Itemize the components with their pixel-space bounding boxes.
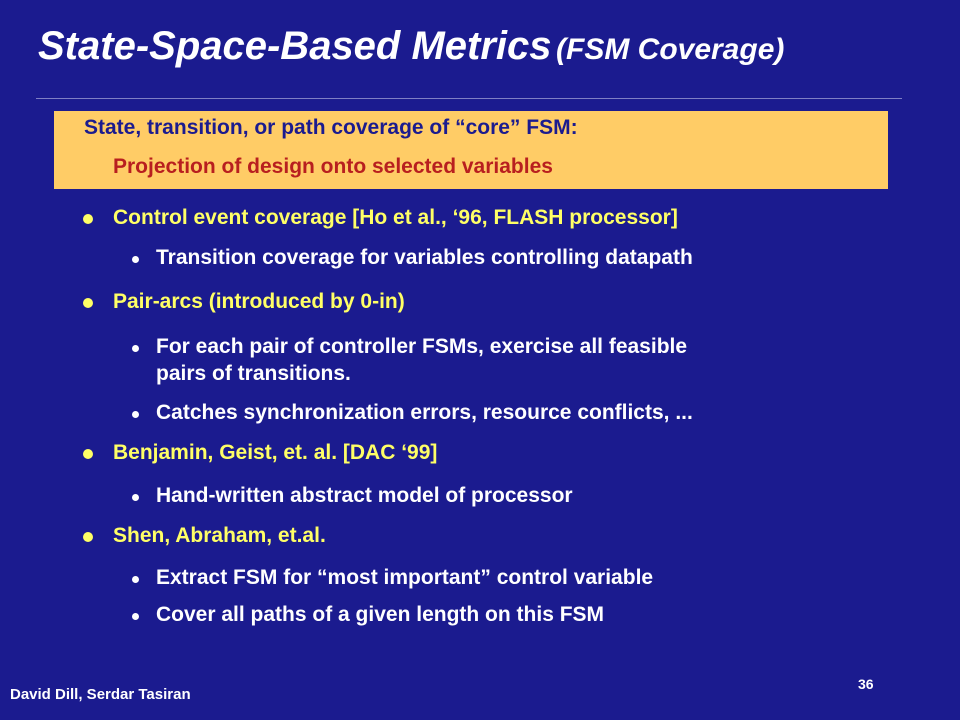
bullet-dot bbox=[132, 345, 139, 352]
bullet-pair-arcs: Pair-arcs (introduced by 0-in) bbox=[83, 289, 405, 315]
subbullet-abstract-model: Hand-written abstract model of processor bbox=[132, 483, 573, 509]
bullet-text: Extract FSM for “most important” control… bbox=[156, 566, 654, 589]
subbullet-transition-coverage: Transition coverage for variables contro… bbox=[132, 245, 693, 271]
bullet-text: Transition coverage for variables contro… bbox=[156, 246, 693, 269]
bullet-text: For each pair of controller FSMs, exerci… bbox=[156, 335, 688, 358]
subbullet-controller-fsms-cont: pairs of transitions. bbox=[156, 361, 351, 387]
title-divider bbox=[36, 98, 902, 99]
bullet-shen: Shen, Abraham, et.al. bbox=[83, 523, 326, 549]
highlight-line-1: State, transition, or path coverage of “… bbox=[84, 116, 578, 139]
bullet-text: Control event coverage [Ho et al., ‘96, … bbox=[113, 206, 678, 229]
subbullet-controller-fsms: For each pair of controller FSMs, exerci… bbox=[132, 334, 688, 360]
bullet-text: Benjamin, Geist, et. al. [DAC ‘99] bbox=[113, 441, 438, 464]
bullet-dot bbox=[132, 494, 139, 501]
bullet-text: Hand-written abstract model of processor bbox=[156, 484, 573, 507]
page-number: 36 bbox=[858, 676, 874, 692]
bullet-text: Cover all paths of a given length on thi… bbox=[156, 603, 605, 626]
highlight-box bbox=[54, 111, 888, 189]
bullet-dot bbox=[83, 449, 93, 459]
footer-author: David Dill, Serdar Tasiran bbox=[10, 686, 191, 703]
bullet-dot bbox=[132, 613, 139, 620]
subbullet-cover-paths: Cover all paths of a given length on thi… bbox=[132, 602, 605, 628]
bullet-dot bbox=[132, 576, 139, 583]
highlight-line-2: Projection of design onto selected varia… bbox=[113, 155, 553, 178]
bullet-dot bbox=[132, 256, 139, 263]
bullet-text: Catches synchronization errors, resource… bbox=[156, 401, 693, 424]
slide-title: State-Space-Based Metrics (FSM Coverage) bbox=[38, 24, 784, 69]
bullet-dot bbox=[83, 214, 93, 224]
bullet-dot bbox=[83, 532, 93, 542]
subbullet-sync-errors: Catches synchronization errors, resource… bbox=[132, 400, 693, 426]
bullet-dot bbox=[132, 411, 139, 418]
bullet-text: pairs of transitions. bbox=[156, 362, 351, 385]
title-subtitle: (FSM Coverage) bbox=[556, 33, 785, 66]
title-main: State-Space-Based Metrics bbox=[38, 24, 552, 68]
bullet-control-event: Control event coverage [Ho et al., ‘96, … bbox=[83, 205, 678, 231]
subbullet-extract-fsm: Extract FSM for “most important” control… bbox=[132, 565, 654, 591]
bullet-benjamin: Benjamin, Geist, et. al. [DAC ‘99] bbox=[83, 440, 438, 466]
bullet-text: Pair-arcs (introduced by 0-in) bbox=[113, 290, 405, 313]
bullet-text: Shen, Abraham, et.al. bbox=[113, 524, 326, 547]
bullet-dot bbox=[83, 298, 93, 308]
